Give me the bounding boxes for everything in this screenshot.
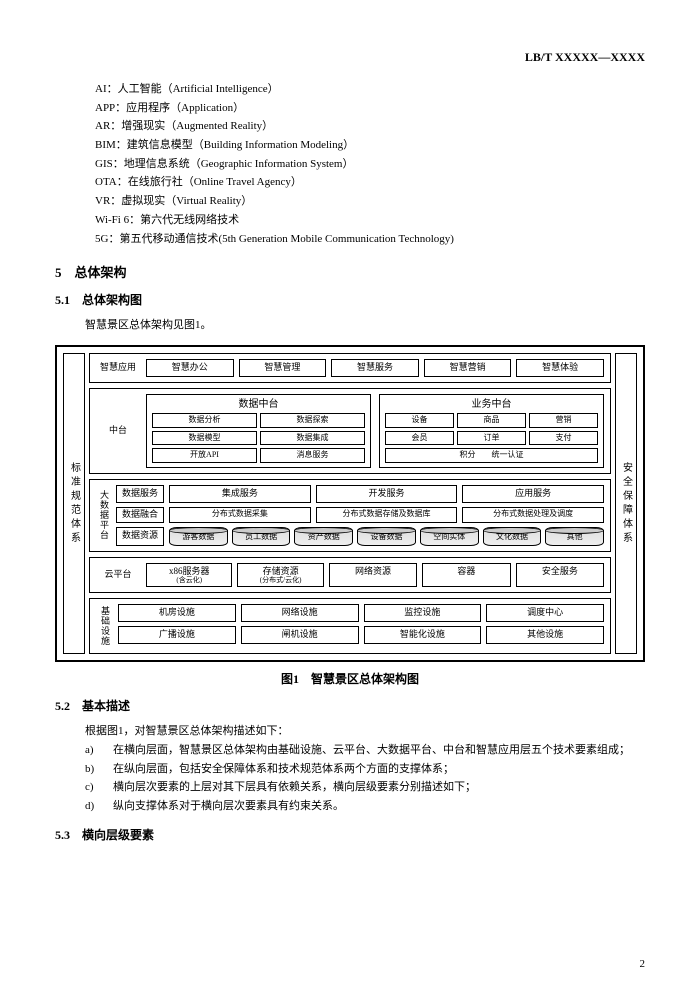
infra-item: 机房设施: [118, 604, 236, 622]
layer-mid-label: 中台: [96, 394, 140, 468]
infra-item: 监控设施: [364, 604, 482, 622]
data-cylinder: 其他: [545, 527, 604, 546]
abbrev-line: AR：增强现实（Augmented Reality）: [95, 117, 645, 136]
cloud-item: x86服务器(含云化): [146, 563, 232, 587]
bigdata-r2-item: 分布式数据处理及调度: [462, 507, 604, 523]
list-text: 横向层次要素的上层对其下层具有依赖关系，横向层级要素分别描述如下；: [113, 778, 645, 797]
list-label: a): [85, 741, 113, 760]
abbrev-line: OTA：在线旅行社（Online Travel Agency）: [95, 173, 645, 192]
app-item: 智慧管理: [239, 359, 327, 377]
cloud-item: 存储资源(分布式/云化): [237, 563, 323, 587]
abbrev-line: GIS：地理信息系统（Geographic Information System…: [95, 155, 645, 174]
app-item: 智慧服务: [331, 359, 419, 377]
cloud-item: 容器: [422, 563, 510, 587]
app-item: 智慧体验: [516, 359, 604, 377]
left-column-standards: 标准规范体系: [63, 353, 85, 654]
data-cylinder: 员工数据: [232, 527, 291, 546]
bigdata-r1-item: 应用服务: [462, 485, 604, 503]
page-number: 2: [640, 958, 646, 970]
abbrev-line: BIM：建筑信息模型（Building Information Modeling…: [95, 136, 645, 155]
heading-5-2: 5.2 基本描述: [55, 697, 645, 714]
app-item: 智慧营销: [424, 359, 512, 377]
infra-item: 网络设施: [241, 604, 359, 622]
data-cylinder: 空间实体: [420, 527, 479, 546]
biz-mid-panel: 业务中台 设备 商品 营销 会员 订单 支付 积分 统一认证: [379, 394, 604, 468]
abbrev-line: AI：人工智能（Artificial Intelligence）: [95, 80, 645, 99]
bigdata-r2-item: 分布式数据采集: [169, 507, 311, 523]
right-column-security: 安全保障体系: [615, 353, 637, 654]
bigdata-r1-item: 开发服务: [316, 485, 458, 503]
layer-infra-label: 基础设施: [96, 604, 112, 648]
list-label: b): [85, 760, 113, 779]
list-text: 在横向层面，智慧景区总体架构由基础设施、云平台、大数据平台、中台和智慧应用层五个…: [113, 741, 645, 760]
figure-1: 标准规范体系 智慧应用 智慧办公 智慧管理 智慧服务 智慧营销 智慧体验 中台 …: [55, 345, 645, 687]
app-item: 智慧办公: [146, 359, 234, 377]
abbreviations: AI：人工智能（Artificial Intelligence） APP：应用程…: [95, 80, 645, 248]
abbrev-line: VR：虚拟现实（Virtual Reality）: [95, 192, 645, 211]
data-cylinder: 游客数据: [169, 527, 228, 546]
heading-5: 5 总体架构: [55, 262, 645, 281]
data-mid-item: 数据模型: [152, 431, 257, 446]
bigdata-r1-label: 数据服务: [116, 485, 164, 503]
layer-app: 智慧应用 智慧办公 智慧管理 智慧服务 智慧营销 智慧体验: [89, 353, 611, 383]
bigdata-r1-item: 集成服务: [169, 485, 311, 503]
data-cylinder: 资产数据: [294, 527, 353, 546]
layer-cloud: 云平台 x86服务器(含云化) 存储资源(分布式/云化) 网络资源 容器 安全服…: [89, 557, 611, 593]
biz-mid-item: 营销: [529, 413, 598, 428]
biz-mid-item: 支付: [529, 431, 598, 446]
para-5-2: 根据图1，对智慧景区总体架构描述如下：: [85, 722, 645, 741]
biz-mid-item: 设备: [385, 413, 454, 428]
bigdata-r2-label: 数据融合: [116, 507, 164, 523]
infra-item: 广播设施: [118, 626, 236, 644]
infra-item: 闸机设施: [241, 626, 359, 644]
list-text: 纵向支撑体系对于横向层次要素具有约束关系。: [113, 797, 645, 816]
data-mid-item: 数据探索: [260, 413, 365, 428]
layer-bigdata-label: 大数据平台: [96, 485, 110, 546]
layer-app-label: 智慧应用: [96, 359, 140, 377]
heading-5-1: 5.1 总体架构图: [55, 291, 645, 308]
biz-mid-title: 业务中台: [385, 399, 598, 410]
cloud-item: 网络资源: [329, 563, 417, 587]
biz-mid-item: 积分 统一认证: [385, 448, 598, 463]
list-text: 在纵向层面，包括安全保障体系和技术规范体系两个方面的支撑体系；: [113, 760, 645, 779]
list-label: d): [85, 797, 113, 816]
para-5-1: 智慧景区总体架构见图1。: [85, 316, 645, 335]
infra-item: 其他设施: [486, 626, 604, 644]
biz-mid-item: 订单: [457, 431, 526, 446]
data-mid-item: 数据分析: [152, 413, 257, 428]
data-mid-item: 数据集成: [260, 431, 365, 446]
data-mid-item: 开放API: [152, 448, 257, 463]
architecture-diagram: 标准规范体系 智慧应用 智慧办公 智慧管理 智慧服务 智慧营销 智慧体验 中台 …: [55, 345, 645, 662]
bigdata-r3-label: 数据资源: [116, 527, 164, 546]
biz-mid-item: 商品: [457, 413, 526, 428]
infra-item: 调度中心: [486, 604, 604, 622]
data-mid-item: 消息服务: [260, 448, 365, 463]
layer-mid: 中台 数据中台 数据分析 数据探索 数据模型 数据集成 开放API 消息服务: [89, 388, 611, 474]
abbrev-line: Wi-Fi 6：第六代无线网络技术: [95, 211, 645, 230]
list-5-2: a)在横向层面，智慧景区总体架构由基础设施、云平台、大数据平台、中台和智慧应用层…: [85, 741, 645, 816]
abbrev-line: APP：应用程序（Application）: [95, 99, 645, 118]
figure-1-caption: 图1 智慧景区总体架构图: [55, 670, 645, 687]
layer-cloud-label: 云平台: [96, 563, 140, 587]
heading-5-3: 5.3 横向层级要素: [55, 826, 645, 843]
infra-item: 智能化设施: [364, 626, 482, 644]
data-cylinder: 文化数据: [483, 527, 542, 546]
data-mid-panel: 数据中台 数据分析 数据探索 数据模型 数据集成 开放API 消息服务: [146, 394, 371, 468]
data-mid-title: 数据中台: [152, 399, 365, 410]
layer-bigdata: 大数据平台 数据服务 集成服务 开发服务 应用服务 数据融合 分布式数据采集: [89, 479, 611, 552]
data-cylinder: 设备数据: [357, 527, 416, 546]
layer-infra: 基础设施 机房设施 网络设施 监控设施 调度中心 广播设施 闸机设施 智能化设施…: [89, 598, 611, 654]
doc-header: LB/T XXXXX—XXXX: [55, 50, 645, 65]
abbrev-line: 5G：第五代移动通信技术(5th Generation Mobile Commu…: [95, 230, 645, 249]
list-label: c): [85, 778, 113, 797]
bigdata-r2-item: 分布式数据存储及数据库: [316, 507, 458, 523]
cloud-item: 安全服务: [516, 563, 604, 587]
biz-mid-item: 会员: [385, 431, 454, 446]
